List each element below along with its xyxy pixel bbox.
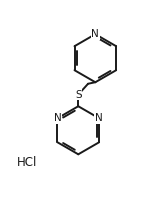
Text: S: S bbox=[75, 90, 82, 100]
Text: N: N bbox=[54, 113, 61, 123]
Text: N: N bbox=[95, 113, 103, 123]
Text: HCl: HCl bbox=[17, 156, 37, 169]
Text: N: N bbox=[91, 29, 99, 39]
